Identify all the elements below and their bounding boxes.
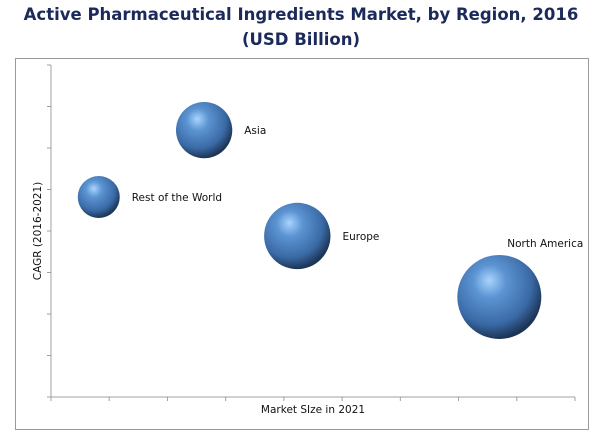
bubble-label: Rest of the World [132, 192, 222, 204]
bubble-north-america [457, 254, 542, 339]
bubble-label: Asia [244, 125, 266, 137]
bubble-europe [264, 202, 331, 270]
chart-frame [15, 58, 589, 430]
bubble-label: North America [507, 238, 583, 250]
bubble-asia [175, 102, 233, 159]
bubble-rest-of-the-world [77, 175, 120, 218]
y-axis-label: CAGR (2016-2021) [32, 182, 44, 281]
chart-title: Active Pharmaceutical Ingredients Market… [23, 5, 579, 49]
bubble-label: Europe [342, 231, 379, 243]
x-axis-label: Market SIze in 2021 [261, 404, 365, 416]
